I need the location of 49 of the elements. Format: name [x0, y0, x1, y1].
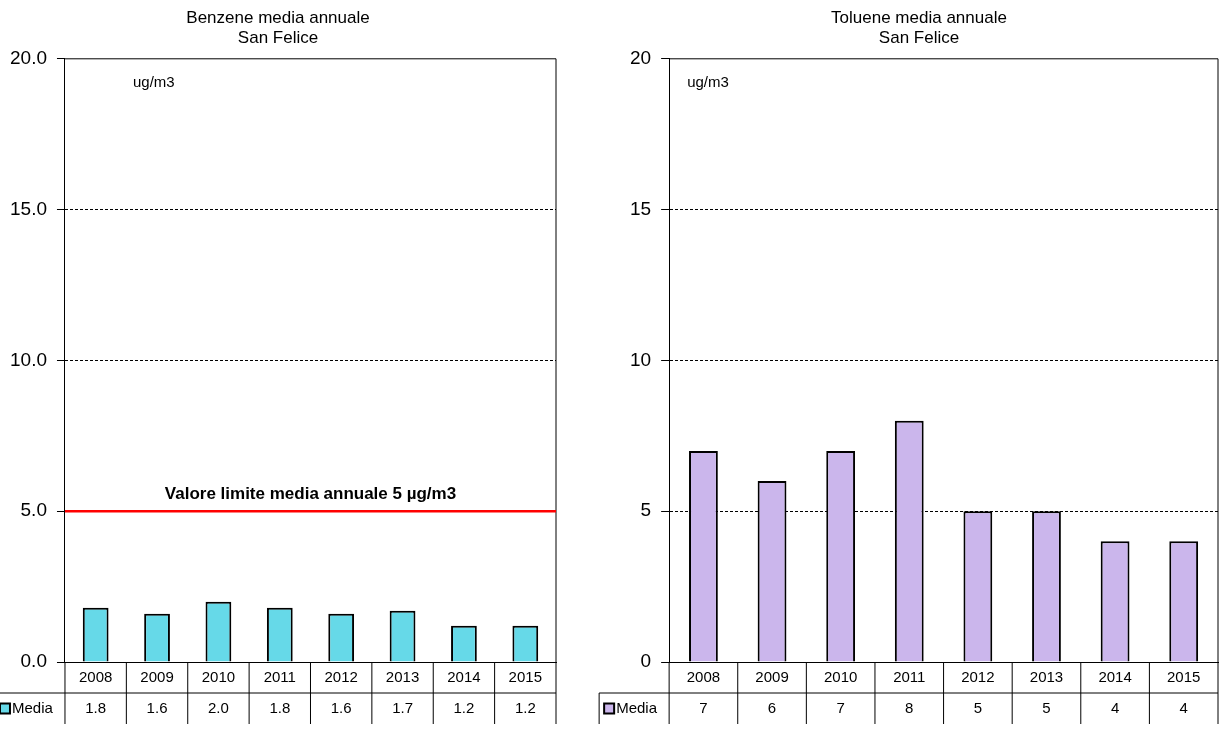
data-label: 4 [1110, 698, 1120, 716]
x-tick-label: 2013 [1029, 668, 1064, 686]
x-tick-label: 2015 [508, 668, 542, 686]
data-label: 5 [1042, 698, 1051, 716]
y-tick-label: 10 [629, 348, 652, 370]
data-label: 8 [905, 698, 914, 716]
x-tick-label: 2015 [1167, 668, 1201, 686]
data-label: 1.8 [85, 698, 107, 716]
x-tick-label: 2008 [686, 668, 721, 686]
y-tick-label: 5 [640, 499, 652, 521]
x-tick-label: 2010 [201, 668, 236, 686]
legend-label: Media [616, 698, 658, 716]
data-label: 2.0 [207, 698, 229, 716]
data-label: 4 [1179, 698, 1188, 716]
data-label: 5 [973, 698, 983, 716]
annotation: ug/m3 [687, 73, 729, 91]
y-tick-label: 0.0 [20, 650, 47, 672]
chart-title: Benzene media annuale San Felice [186, 7, 370, 48]
x-tick-label: 2008 [78, 668, 113, 686]
x-tick-label: 2010 [823, 668, 858, 686]
x-tick-label: 2012 [324, 668, 358, 686]
x-tick-label: 2014 [447, 668, 481, 686]
data-label: 7 [699, 698, 708, 716]
x-tick-label: 2012 [961, 668, 995, 686]
y-tick-label: 0 [640, 650, 652, 672]
data-label: 7 [836, 698, 845, 716]
chart-title: Toluene media annuale San Felice [831, 7, 1007, 48]
data-label: 1.7 [392, 698, 413, 716]
data-label: 1.2 [453, 698, 475, 716]
x-tick-label: 2013 [385, 668, 420, 686]
x-tick-label: 2009 [140, 668, 174, 686]
ref-line-label: Valore limite media annuale 5 µg/m3 [164, 484, 457, 504]
x-tick-label: 2011 [263, 668, 296, 686]
y-tick-label: 5.0 [20, 499, 47, 521]
y-tick-label: 15 [629, 197, 652, 219]
x-tick-label: 2011 [893, 668, 926, 686]
data-label: 1.2 [514, 698, 536, 716]
y-tick-label: 10.0 [10, 348, 47, 370]
legend-label: Media [11, 698, 54, 716]
x-tick-label: 2009 [755, 668, 789, 686]
annotation: ug/m3 [132, 73, 175, 91]
y-tick-label: 15.0 [10, 197, 47, 219]
data-label: 1.6 [146, 698, 168, 716]
data-label: 6 [767, 698, 777, 716]
x-tick-label: 2014 [1098, 668, 1132, 686]
y-tick-label: 20.0 [10, 47, 47, 69]
data-label: 1.6 [330, 698, 352, 716]
data-label: 1.8 [269, 698, 291, 716]
y-tick-label: 20 [629, 47, 652, 69]
